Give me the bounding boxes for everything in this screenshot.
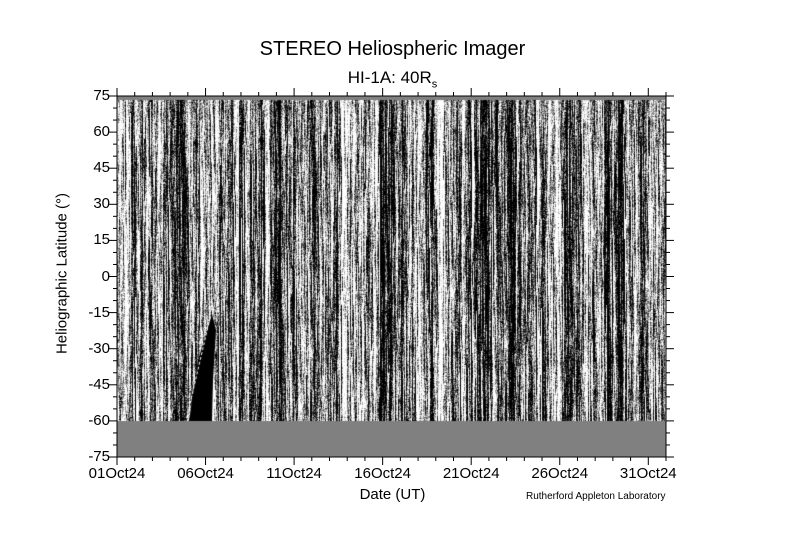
x-tick-label: 21Oct24 xyxy=(442,465,500,482)
x-tick-label: 31Oct24 xyxy=(619,465,677,482)
heatmap-image xyxy=(117,96,666,457)
y-tick-label: 0 xyxy=(101,267,110,285)
x-axis-label: Date (UT) xyxy=(359,486,426,503)
y-tick-label: 60 xyxy=(93,123,110,141)
chart-title: STEREO Heliospheric Imager xyxy=(259,38,526,60)
y-tick-label: -75 xyxy=(88,448,110,465)
credit-text: Rutherford Appleton Laboratory xyxy=(526,491,666,502)
y-tick-label: 45 xyxy=(93,159,110,177)
plot-frame xyxy=(116,95,667,458)
y-tick-label: 75 xyxy=(93,87,110,104)
y-tick-label: -45 xyxy=(88,375,110,393)
chart-subtitle: HI-1A: 40Rs xyxy=(0,68,785,90)
x-tick-label: 01Oct24 xyxy=(88,465,146,482)
x-tick-label: 11Oct24 xyxy=(266,465,322,482)
y-tick-label: -60 xyxy=(88,411,110,429)
y-tick-label: -30 xyxy=(88,339,110,357)
x-tick-label: 16Oct24 xyxy=(354,465,411,482)
y-tick-label: -15 xyxy=(88,303,110,321)
x-tick-label: 06Oct24 xyxy=(177,465,234,482)
subtitle-text: HI-1A: 40R xyxy=(347,68,432,87)
y-axis-label: Heliographic Latitude (°) xyxy=(53,192,71,355)
x-tick-label: 26Oct24 xyxy=(531,465,589,482)
y-tick-label: 30 xyxy=(93,195,110,213)
subtitle-subscript: s xyxy=(431,78,438,91)
y-tick-label: 15 xyxy=(93,231,110,249)
